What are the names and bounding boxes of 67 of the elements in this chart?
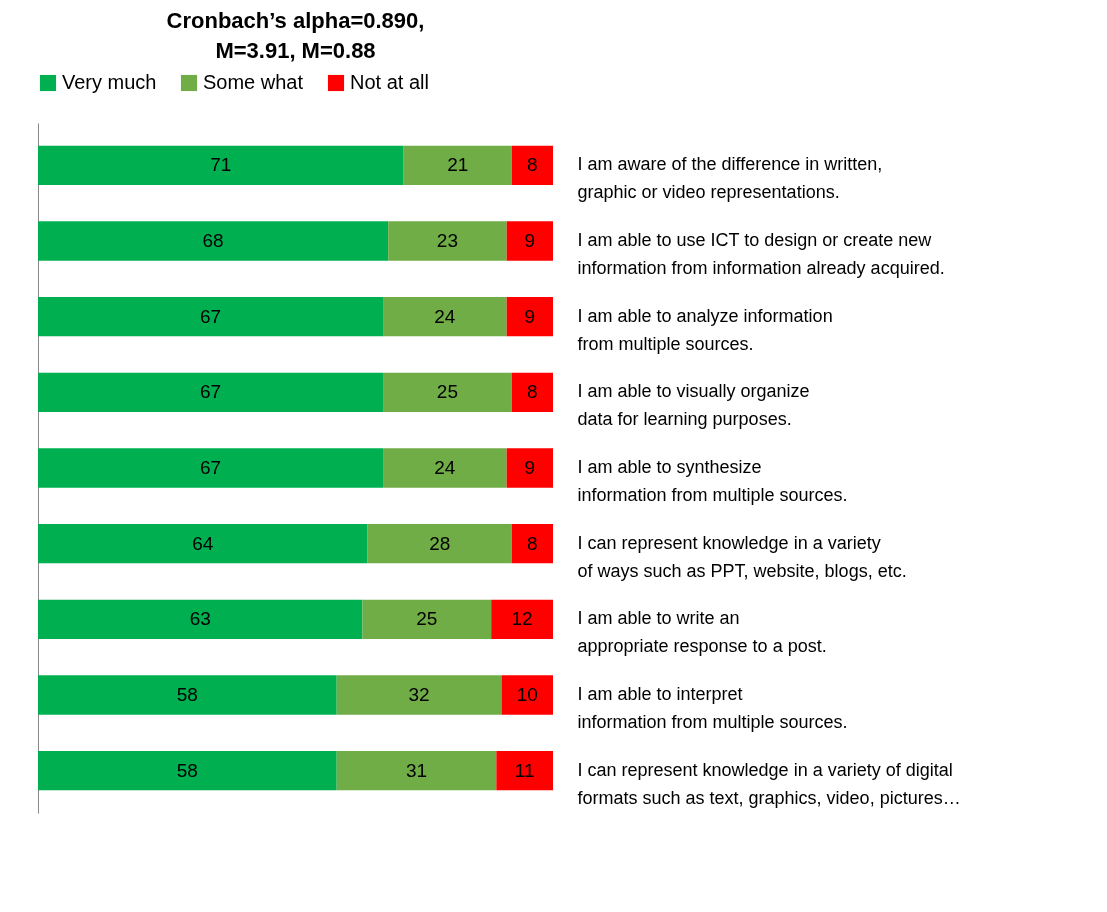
data-label: 28	[429, 532, 451, 554]
y-tick-label: I am aware of the difference in written, graphic or video representations.	[577, 154, 883, 203]
y-tick-label: I am able to write an appropriate response to a post.	[577, 608, 827, 657]
bar	[383, 372, 512, 413]
data-label: 21	[447, 154, 469, 176]
bar	[506, 221, 553, 261]
legend-label: Some what	[203, 71, 304, 93]
data-label: 68	[202, 230, 224, 252]
data-label: 8	[527, 532, 538, 554]
bar	[38, 523, 368, 564]
data-label: 71	[210, 154, 232, 176]
data-label: 8	[527, 381, 538, 403]
data-label: 12	[511, 608, 533, 630]
data-label: 23	[436, 230, 458, 252]
bar	[38, 297, 384, 337]
bar	[38, 675, 337, 715]
bar	[38, 145, 404, 186]
y-tick-label: I can represent knowledge in a variety of digital formats such as text, graphics, video, pictures…	[577, 759, 961, 808]
data-label: 10	[516, 683, 538, 705]
data-label: 32	[408, 683, 430, 705]
bar	[336, 750, 497, 791]
data-label: 58	[176, 759, 198, 781]
bar	[511, 145, 553, 186]
bar	[38, 372, 384, 413]
data-label: 67	[199, 381, 222, 403]
data-label: 9	[524, 305, 536, 327]
bar	[501, 675, 553, 715]
bar	[403, 145, 512, 186]
bar	[388, 221, 507, 261]
y-tick-label: I am able to visually organize data for learning purposes.	[577, 381, 810, 430]
data-label: 11	[514, 759, 535, 781]
bar	[38, 599, 363, 639]
bar	[506, 448, 553, 488]
y-tick-label: I am able to synthesize information from multiple sources.	[577, 457, 848, 505]
data-label: 58	[176, 683, 198, 705]
data-label: 25	[436, 381, 458, 403]
bar	[38, 750, 337, 791]
data-label: 24	[434, 457, 456, 478]
bar	[38, 448, 384, 488]
y-tick-label: I am able to use ICT to design or create new information from information already acquired.	[577, 230, 945, 279]
bar	[383, 448, 507, 488]
bar	[383, 297, 507, 337]
legend-label: Not at all	[350, 71, 429, 93]
bar	[367, 523, 512, 564]
bar	[362, 599, 492, 639]
bar	[511, 523, 553, 564]
data-label: 64	[192, 532, 214, 554]
bar	[491, 599, 553, 639]
data-label: 8	[527, 154, 538, 176]
y-tick-label: I can represent knowledge in a variety of ways such as PPT, website, blogs, etc.	[577, 532, 907, 581]
data-label: 9	[524, 230, 536, 252]
data-label: 25	[416, 608, 438, 630]
bar	[336, 675, 502, 715]
data-label: 9	[524, 457, 536, 478]
bar	[506, 297, 553, 337]
bar	[38, 221, 389, 261]
bar	[511, 372, 553, 413]
legend-label: Very much	[62, 71, 157, 93]
data-label: 67	[199, 305, 222, 327]
data-label: 63	[189, 608, 211, 630]
data-label: 24	[434, 305, 456, 327]
data-label: 67	[199, 457, 222, 478]
bar	[496, 750, 553, 791]
y-tick-label: I am able to interpret information from multiple sources.	[577, 683, 848, 732]
data-label: 31	[405, 759, 428, 781]
chart-title: Cronbach’s alpha=0.890, M=3.91, M=0.88	[166, 8, 425, 63]
y-tick-label: I am able to analyze information from multiple sources.	[577, 305, 833, 354]
